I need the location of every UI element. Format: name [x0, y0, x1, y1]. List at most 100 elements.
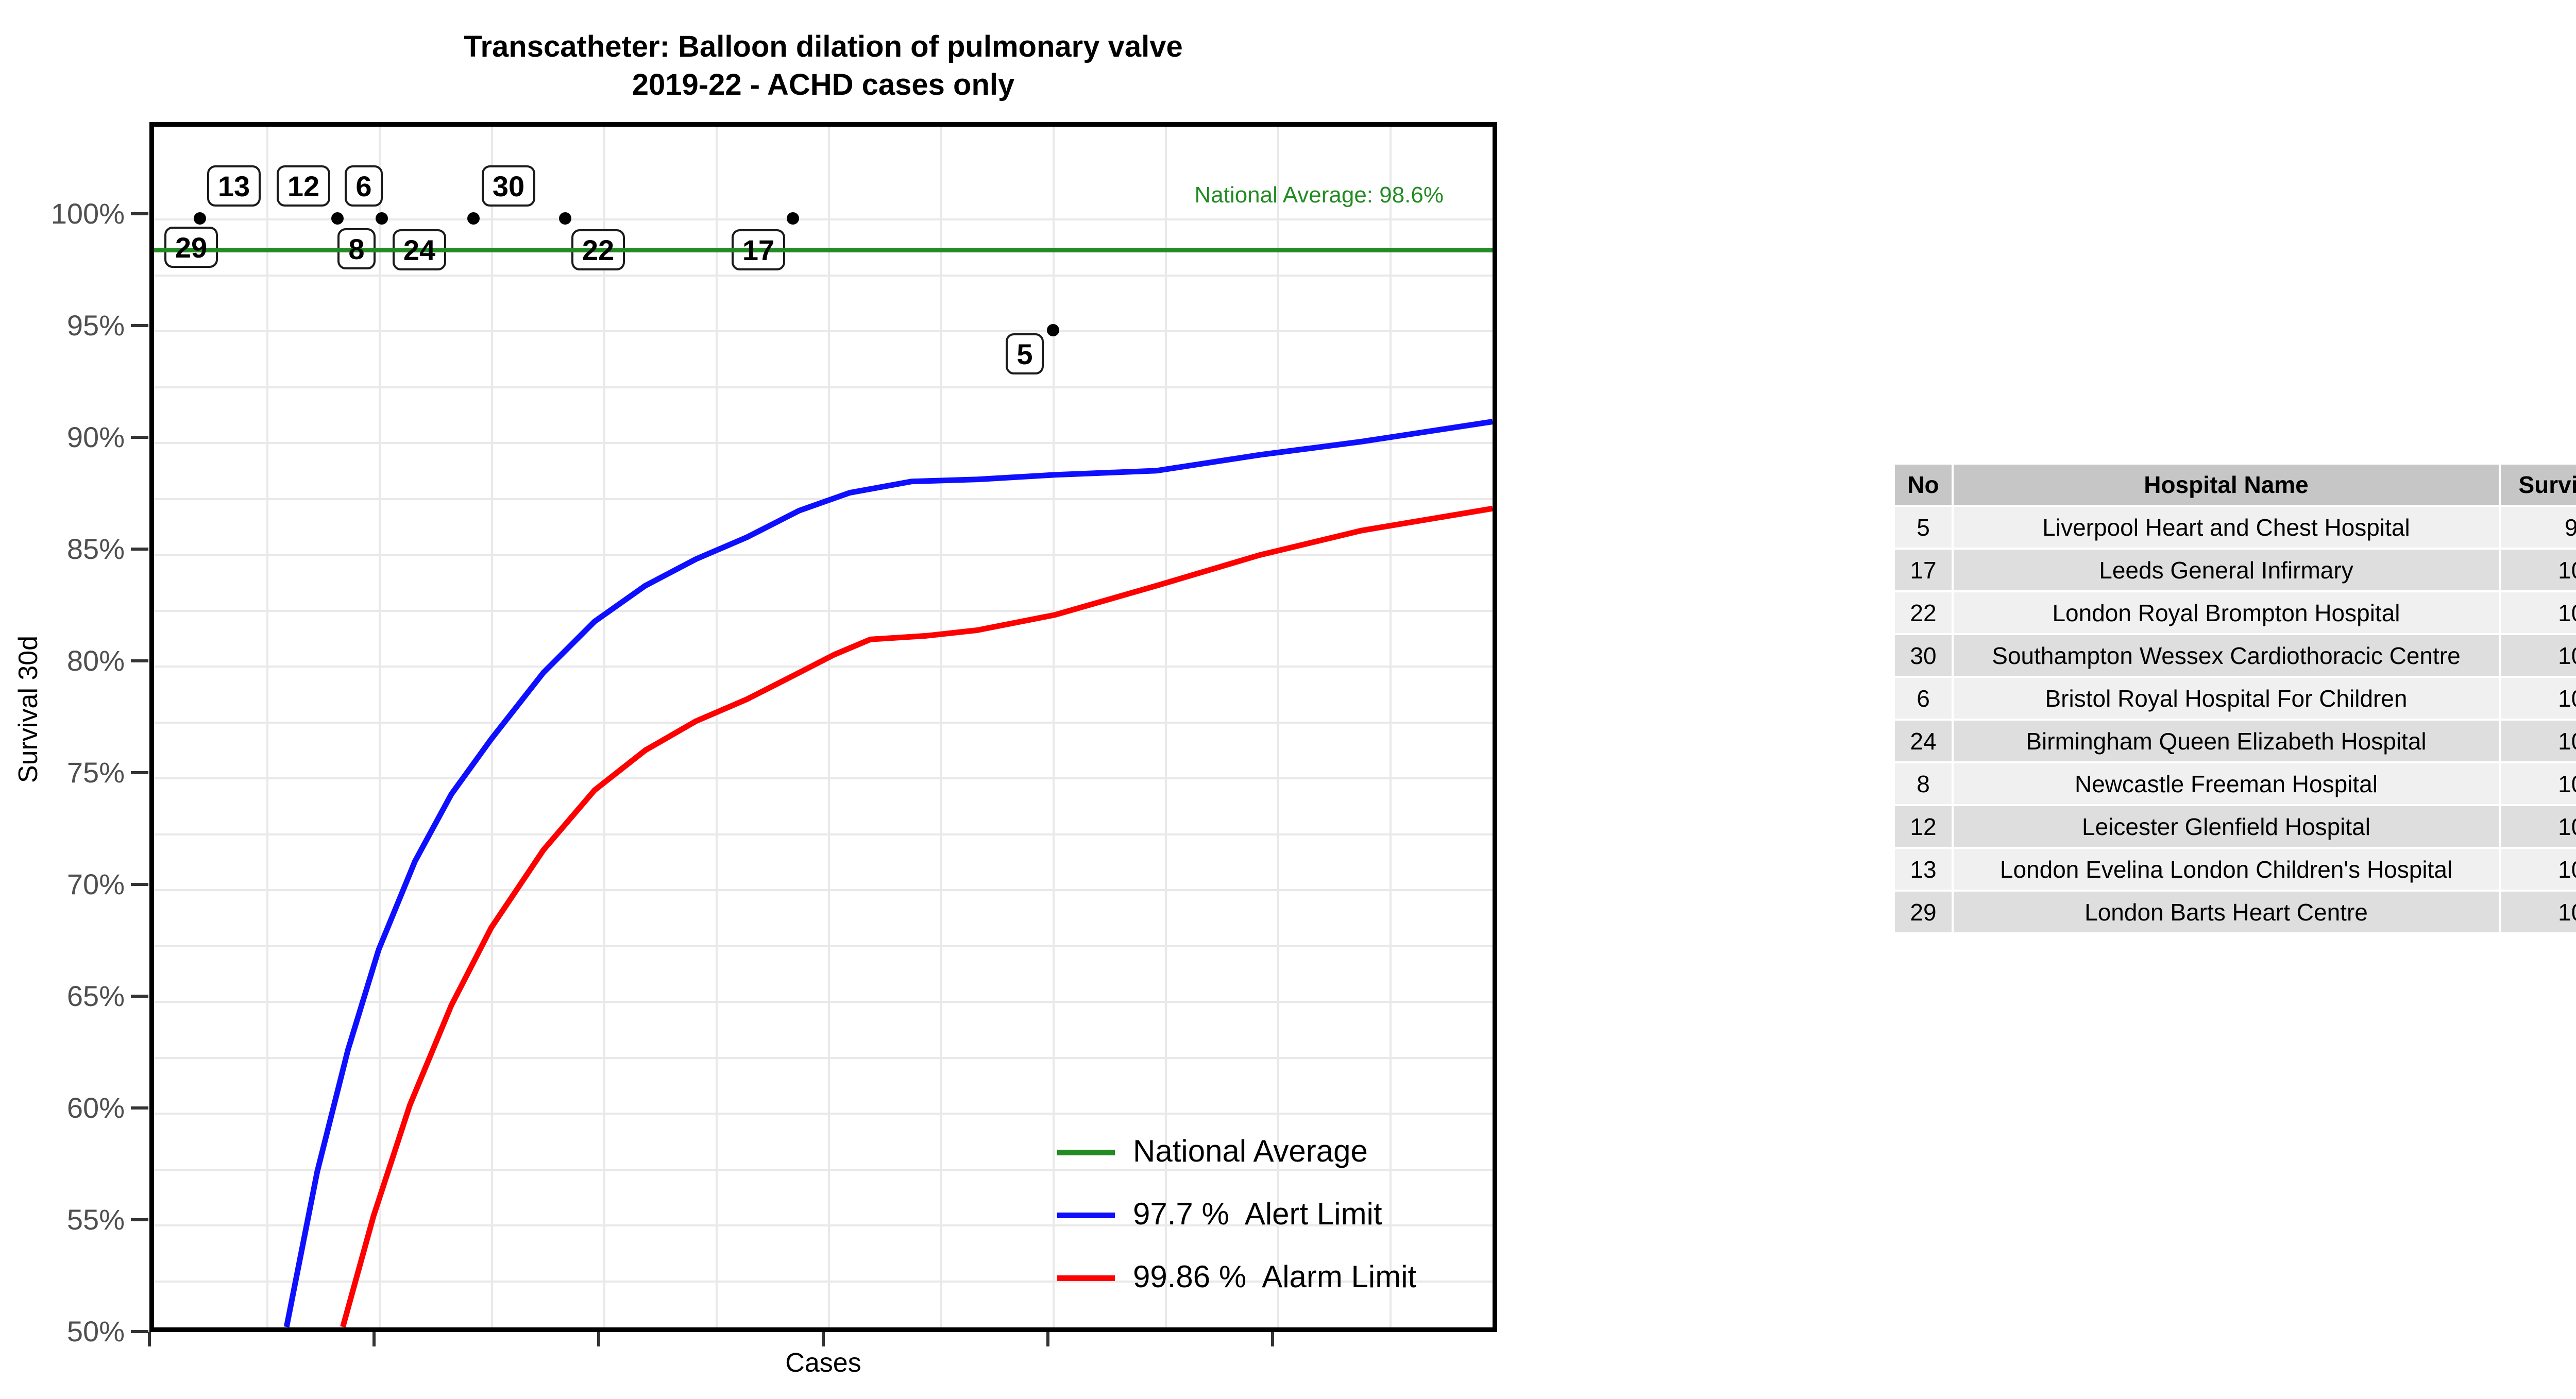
legend-swatch	[1057, 1213, 1115, 1218]
y-tick-label: 85%	[66, 533, 125, 565]
v-gridline	[716, 127, 718, 1327]
point-label-box	[1006, 333, 1044, 374]
table-cell-survival: 100%	[2501, 635, 2576, 676]
data-point-dot	[787, 212, 799, 225]
table-header-cell: Hospital Name	[1954, 465, 2499, 505]
v-gridline	[603, 127, 605, 1327]
table-cell-no: 12	[1895, 806, 1952, 847]
point-label: 13	[217, 169, 250, 202]
legend-swatch	[1057, 1275, 1115, 1281]
y-tick-label: 55%	[66, 1203, 125, 1236]
y-tick-mark	[131, 659, 148, 662]
data-point-dot	[467, 212, 480, 225]
table-cell-no: 30	[1895, 635, 1952, 676]
h-gridline	[154, 889, 1493, 891]
point-label: 22	[582, 233, 615, 266]
table-cell-survival: 100%	[2501, 550, 2576, 590]
table-cell-no: 17	[1895, 550, 1952, 590]
y-tick-label: 95%	[66, 309, 125, 342]
table-cell-survival: 100%	[2501, 806, 2576, 847]
h-gridline	[154, 1224, 1493, 1226]
v-gridline	[491, 127, 493, 1327]
y-tick-mark	[131, 1330, 148, 1333]
y-tick-label: 60%	[66, 1091, 125, 1124]
y-tick-mark	[131, 771, 148, 774]
table-cell-hospital: Newcastle Freeman Hospital	[1954, 763, 2499, 804]
point-label: 17	[742, 233, 775, 266]
national-average-line	[154, 248, 1493, 252]
h-gridline	[154, 1001, 1493, 1003]
table-cell-hospital: London Evelina London Children's Hospita…	[1954, 849, 2499, 890]
v-gridline	[1389, 127, 1392, 1327]
table-cell-no: 8	[1895, 763, 1952, 804]
y-axis-title: Survival 30d	[13, 635, 43, 783]
h-gridline	[154, 1169, 1493, 1171]
chart-title: Transcatheter: Balloon dilation of pulmo…	[149, 28, 1497, 104]
h-gridline	[154, 610, 1493, 612]
y-tick-label: 80%	[66, 644, 125, 677]
v-gridline	[828, 127, 830, 1327]
h-gridline	[154, 666, 1493, 668]
h-gridline	[154, 777, 1493, 779]
legend-label: 97.7 % Alert Limit	[1133, 1197, 1382, 1231]
x-tick-mark	[597, 1332, 600, 1346]
table-cell-no: 22	[1895, 592, 1952, 633]
legend-label: National Average	[1133, 1134, 1368, 1168]
chart-title-line1: Transcatheter: Balloon dilation of pulmo…	[464, 30, 1183, 63]
point-label-box	[207, 165, 261, 207]
table-cell-survival: 100%	[2501, 892, 2576, 932]
point-label-box	[345, 165, 383, 207]
point-label-box	[482, 165, 535, 207]
y-tick-mark	[131, 883, 148, 886]
table-cell-survival: 100%	[2501, 721, 2576, 761]
point-label: 8	[348, 232, 365, 265]
table-row: 30 Southampton Wessex Cardiothoracic Cent…	[1895, 635, 2576, 676]
y-tick-mark	[131, 995, 148, 998]
point-label: 12	[287, 169, 320, 202]
v-gridline	[1165, 127, 1167, 1327]
table-cell-hospital: Bristol Royal Hospital For Children	[1954, 678, 2499, 719]
h-gridline	[154, 386, 1493, 388]
point-label: 6	[355, 169, 372, 202]
data-point-dot	[194, 212, 206, 225]
table-cell-survival: 100%	[2501, 849, 2576, 890]
legend-swatch	[1057, 1150, 1115, 1155]
v-gridline	[1053, 127, 1055, 1327]
data-point-dot	[559, 212, 571, 225]
table-cell-no: 29	[1895, 892, 1952, 932]
h-gridline	[154, 218, 1493, 220]
h-gridline	[154, 275, 1493, 277]
h-gridline	[154, 1281, 1493, 1283]
point-label: 5	[1016, 337, 1033, 370]
table-cell-hospital: Leeds General Infirmary	[1954, 550, 2499, 590]
table-cell-no: 24	[1895, 721, 1952, 761]
table-cell-hospital: London Royal Brompton Hospital	[1954, 592, 2499, 633]
national-average-annotation: National Average: 98.6%	[1194, 182, 1444, 208]
point-label: 29	[175, 231, 208, 264]
h-gridline	[154, 722, 1493, 724]
y-tick-mark	[131, 324, 148, 327]
y-tick-mark	[131, 1106, 148, 1110]
table-header-cell: No	[1895, 465, 1952, 505]
point-label-box	[164, 227, 218, 268]
table-cell-survival: 100%	[2501, 763, 2576, 804]
table-cell-no: 13	[1895, 849, 1952, 890]
table-cell-no: 6	[1895, 678, 1952, 719]
point-label: 24	[403, 233, 436, 266]
y-tick-label: 50%	[66, 1315, 125, 1347]
h-gridline	[154, 554, 1493, 556]
h-gridline	[154, 330, 1493, 332]
table-cell-hospital: Southampton Wessex Cardiothoracic Centre	[1954, 635, 2499, 676]
table-cell-survival: 100%	[2501, 592, 2576, 633]
y-tick-mark	[131, 436, 148, 439]
y-tick-mark	[131, 212, 148, 215]
point-label: 30	[492, 169, 525, 202]
alarm-limit-curve	[340, 505, 1493, 1327]
